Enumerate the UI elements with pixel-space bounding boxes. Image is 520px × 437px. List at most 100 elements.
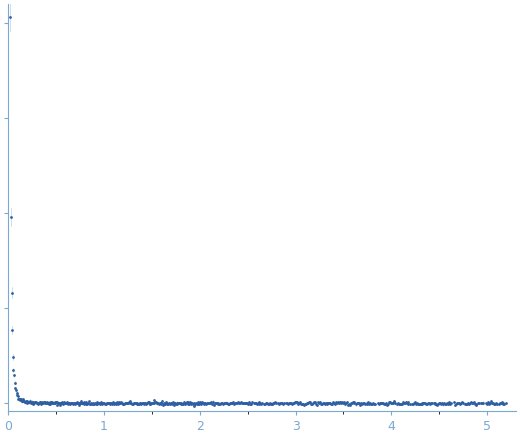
Point: [139, 399, 147, 406]
Point: [366, 399, 374, 406]
Point: [175, 399, 183, 406]
Point: [417, 400, 425, 407]
Point: [56, 400, 64, 407]
Point: [9, 353, 17, 360]
Point: [467, 399, 476, 406]
Point: [500, 400, 509, 407]
Point: [94, 400, 102, 407]
Point: [293, 400, 302, 407]
Point: [35, 399, 43, 406]
Point: [70, 400, 78, 407]
Point: [267, 401, 276, 408]
Point: [58, 400, 67, 407]
Point: [37, 399, 46, 406]
Point: [461, 400, 470, 407]
Point: [176, 399, 184, 406]
Point: [56, 401, 64, 408]
Point: [425, 399, 433, 406]
Point: [106, 400, 114, 407]
Point: [65, 400, 73, 407]
Point: [231, 399, 239, 406]
Point: [457, 400, 465, 407]
Point: [474, 400, 483, 407]
Point: [324, 399, 332, 406]
Point: [101, 401, 109, 408]
Point: [492, 399, 500, 406]
Point: [270, 399, 279, 406]
Point: [21, 398, 30, 405]
Point: [76, 399, 85, 406]
Point: [343, 399, 351, 406]
Point: [266, 401, 275, 408]
Point: [285, 399, 293, 406]
Point: [7, 289, 16, 296]
Point: [472, 400, 480, 407]
Point: [407, 414, 415, 421]
Point: [58, 399, 66, 406]
Point: [59, 400, 68, 407]
Point: [192, 401, 201, 408]
Point: [38, 399, 46, 406]
Point: [399, 399, 407, 406]
Point: [192, 400, 200, 407]
Point: [332, 399, 340, 406]
Point: [448, 416, 457, 423]
Point: [12, 390, 21, 397]
Point: [281, 432, 290, 437]
Point: [402, 400, 411, 407]
Point: [24, 399, 33, 406]
Point: [133, 400, 141, 407]
Point: [155, 400, 164, 407]
Point: [173, 399, 181, 406]
Point: [91, 399, 99, 406]
Point: [71, 400, 79, 407]
Point: [384, 401, 392, 408]
Point: [200, 399, 209, 406]
Point: [454, 399, 463, 406]
Point: [96, 401, 104, 408]
Point: [53, 402, 61, 409]
Point: [31, 399, 40, 406]
Point: [339, 399, 347, 406]
Point: [282, 399, 291, 406]
Point: [502, 399, 511, 406]
Point: [165, 399, 173, 406]
Point: [404, 400, 412, 407]
Point: [360, 399, 368, 406]
Point: [251, 399, 259, 406]
Point: [440, 400, 448, 407]
Point: [263, 399, 271, 406]
Point: [325, 399, 333, 406]
Point: [18, 398, 27, 405]
Point: [95, 399, 103, 406]
Point: [117, 398, 125, 405]
Point: [424, 399, 432, 406]
Point: [373, 414, 381, 421]
Point: [426, 399, 435, 406]
Point: [244, 400, 252, 407]
Point: [235, 399, 243, 406]
Point: [421, 400, 430, 407]
Point: [27, 399, 35, 406]
Point: [313, 401, 321, 408]
Point: [196, 399, 204, 406]
Point: [75, 401, 83, 408]
Point: [487, 398, 496, 405]
Point: [210, 401, 218, 408]
Point: [445, 399, 453, 406]
Point: [393, 401, 401, 408]
Point: [109, 398, 117, 405]
Point: [8, 326, 16, 333]
Point: [19, 396, 27, 403]
Point: [34, 400, 43, 407]
Point: [275, 400, 283, 407]
Point: [15, 396, 23, 403]
Point: [148, 399, 156, 406]
Point: [124, 400, 132, 407]
Point: [84, 399, 92, 406]
Point: [170, 399, 178, 406]
Point: [14, 395, 22, 402]
Point: [139, 400, 148, 407]
Point: [496, 399, 504, 406]
Point: [314, 399, 322, 406]
